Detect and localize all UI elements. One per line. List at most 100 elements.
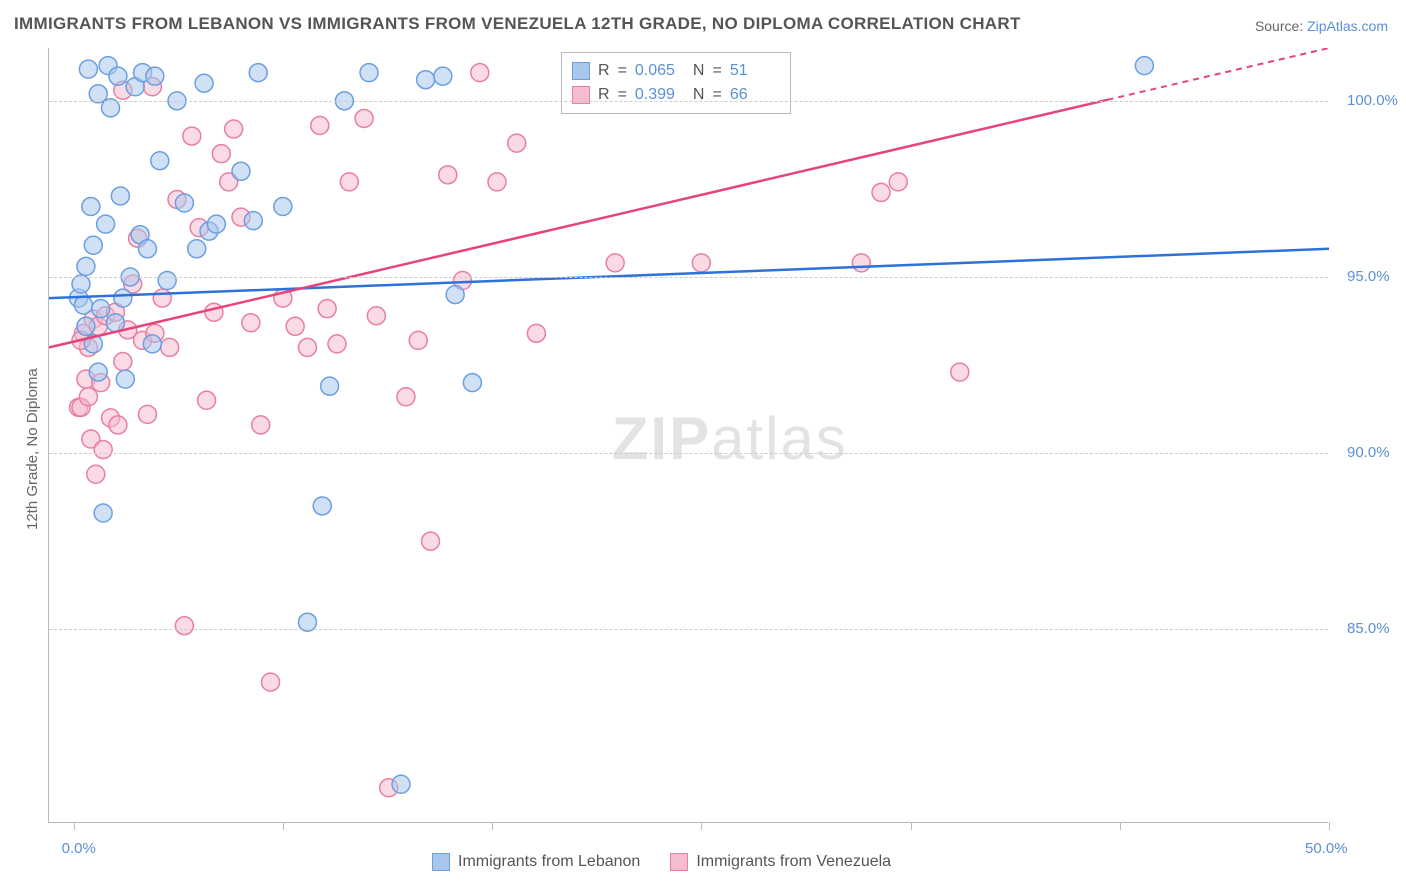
data-point-lebanon <box>175 194 193 212</box>
legend-N-value-lebanon: 51 <box>730 62 780 80</box>
data-point-lebanon <box>114 289 132 307</box>
source-attribution: Source: ZipAtlas.com <box>1255 18 1388 34</box>
data-point-venezuela <box>439 166 457 184</box>
gridline <box>49 101 1328 102</box>
x-tick <box>1329 822 1330 830</box>
data-point-lebanon <box>244 212 262 230</box>
legend-label-venezuela: Immigrants from Venezuela <box>696 853 891 870</box>
plot-area: ZIPatlas R=0.065N=51R=0.399N=66 85.0%90.… <box>48 48 1328 823</box>
data-point-lebanon <box>94 504 112 522</box>
data-point-venezuela <box>422 532 440 550</box>
legend-swatch-venezuela <box>670 853 688 871</box>
source-prefix: Source: <box>1255 18 1307 34</box>
data-point-lebanon <box>158 272 176 290</box>
x-last-label: 50.0% <box>1305 840 1348 857</box>
data-point-lebanon <box>392 775 410 793</box>
data-point-venezuela <box>225 120 243 138</box>
data-point-lebanon <box>106 314 124 332</box>
data-point-venezuela <box>205 303 223 321</box>
data-point-venezuela <box>212 145 230 163</box>
data-point-lebanon <box>79 60 97 78</box>
data-point-venezuela <box>367 307 385 325</box>
data-point-lebanon <box>151 152 169 170</box>
data-point-venezuela <box>318 300 336 318</box>
x-tick <box>911 822 912 830</box>
data-point-venezuela <box>114 353 132 371</box>
data-point-lebanon <box>313 497 331 515</box>
legend-series: Immigrants from Lebanon Immigrants from V… <box>432 853 891 871</box>
data-point-lebanon <box>434 67 452 85</box>
data-point-lebanon <box>143 335 161 353</box>
legend-R-label: R <box>598 62 610 80</box>
data-point-lebanon <box>77 257 95 275</box>
data-point-venezuela <box>175 617 193 635</box>
data-point-venezuela <box>527 324 545 342</box>
legend-item-venezuela: Immigrants from Venezuela <box>670 853 891 871</box>
data-point-venezuela <box>872 183 890 201</box>
data-point-venezuela <box>471 64 489 82</box>
chart-container: IMMIGRANTS FROM LEBANON VS IMMIGRANTS FR… <box>0 0 1406 892</box>
data-point-lebanon <box>207 215 225 233</box>
data-point-lebanon <box>89 363 107 381</box>
data-point-lebanon <box>446 286 464 304</box>
data-point-lebanon <box>111 187 129 205</box>
y-tick-label: 95.0% <box>1347 268 1390 285</box>
data-point-lebanon <box>138 240 156 258</box>
source-link[interactable]: ZipAtlas.com <box>1307 18 1388 34</box>
data-point-venezuela <box>606 254 624 272</box>
data-point-venezuela <box>298 338 316 356</box>
data-point-venezuela <box>311 117 329 135</box>
legend-N-label: N <box>693 62 705 80</box>
data-point-lebanon <box>74 296 92 314</box>
data-point-venezuela <box>340 173 358 191</box>
y-tick-label: 85.0% <box>1347 620 1390 637</box>
data-point-lebanon <box>274 198 292 216</box>
data-point-lebanon <box>195 74 213 92</box>
data-point-lebanon <box>463 374 481 392</box>
data-point-venezuela <box>951 363 969 381</box>
data-point-venezuela <box>183 127 201 145</box>
data-point-lebanon <box>321 377 339 395</box>
data-point-lebanon <box>1135 57 1153 75</box>
legend-eq: = <box>618 62 627 80</box>
legend-swatch-lebanon <box>572 62 590 80</box>
data-point-venezuela <box>328 335 346 353</box>
x-tick <box>1120 822 1121 830</box>
data-point-lebanon <box>188 240 206 258</box>
x-tick <box>701 822 702 830</box>
legend-label-lebanon: Immigrants from Lebanon <box>458 853 640 870</box>
trend-line-lebanon <box>49 249 1329 298</box>
data-point-lebanon <box>82 198 100 216</box>
x-tick <box>492 822 493 830</box>
data-point-venezuela <box>109 416 127 434</box>
data-point-venezuela <box>161 338 179 356</box>
x-tick <box>283 822 284 830</box>
data-point-lebanon <box>146 67 164 85</box>
data-point-venezuela <box>889 173 907 191</box>
data-point-lebanon <box>92 300 110 318</box>
data-point-venezuela <box>252 416 270 434</box>
data-point-lebanon <box>116 370 134 388</box>
legend-stats-row-lebanon: R = 0.065 N = 51 <box>572 59 780 83</box>
data-point-lebanon <box>360 64 378 82</box>
data-point-venezuela <box>409 331 427 349</box>
data-point-venezuela <box>508 134 526 152</box>
data-point-venezuela <box>79 388 97 406</box>
data-point-venezuela <box>242 314 260 332</box>
plot-svg <box>49 48 1329 823</box>
y-axis-label: 12th Grade, No Diploma <box>24 368 41 530</box>
data-point-venezuela <box>852 254 870 272</box>
gridline <box>49 629 1328 630</box>
data-point-venezuela <box>262 673 280 691</box>
y-tick-label: 90.0% <box>1347 444 1390 461</box>
legend-item-lebanon: Immigrants from Lebanon <box>432 853 640 871</box>
data-point-lebanon <box>232 162 250 180</box>
data-point-venezuela <box>94 441 112 459</box>
gridline <box>49 277 1328 278</box>
data-point-venezuela <box>488 173 506 191</box>
data-point-venezuela <box>138 405 156 423</box>
legend-stats: R=0.065N=51R=0.399N=66 <box>561 52 791 114</box>
legend-eq: = <box>712 62 721 80</box>
data-point-lebanon <box>84 236 102 254</box>
legend-R-value-lebanon: 0.065 <box>635 62 685 80</box>
